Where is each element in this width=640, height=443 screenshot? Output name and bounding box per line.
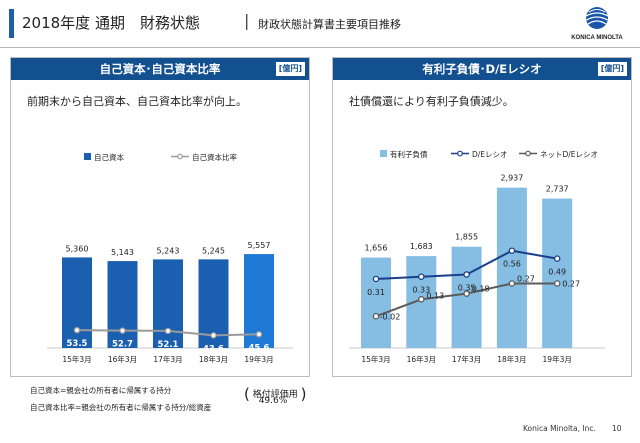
x-tick-label: 17年3月 <box>153 354 182 364</box>
konica-minolta-logo: KONICA MINOLTA <box>571 7 623 41</box>
de-ratio-label: 0.35 <box>458 283 476 292</box>
equity-bar <box>153 259 183 348</box>
debt-bar <box>542 198 573 348</box>
net-de-ratio-label: 0.27 <box>562 279 580 288</box>
de-ratio-point <box>463 271 470 278</box>
rating-note: ( 格付評価用 ) <box>244 385 307 403</box>
debt-bar-label: 1,855 <box>455 233 478 242</box>
equity-panel-header: 自己資本･自己資本比率 <box>11 58 309 80</box>
debt-bar <box>451 246 482 348</box>
net-de-ratio-point <box>508 280 516 287</box>
net-de-ratio-label: 0.18 <box>472 285 490 294</box>
legend-debt-label: 有利子負債 <box>390 149 428 159</box>
equity-bar-label: 5,360 <box>66 244 89 253</box>
equity-ratio-definition-note: 自己資本比率=親会社の所有者に帰属する持分/総資産 <box>30 403 212 412</box>
equity-ratio-label: 43.6 <box>203 344 224 354</box>
legend-equity-swatch <box>84 153 91 160</box>
logo-globe-icon <box>585 7 609 29</box>
equity-description: 前期末から自己資本、自己資本比率が向上。 <box>27 95 247 108</box>
equity-definition-note: 自己資本=親会社の所有者に帰属する持分 <box>30 386 172 395</box>
net-de-ratio-label: -0.02 <box>380 312 401 321</box>
debt-bar-label: 1,656 <box>365 244 388 253</box>
x-tick-label: 16年3月 <box>407 354 436 364</box>
equity-bar <box>62 257 92 348</box>
debt-bar-label: 1,683 <box>410 242 433 251</box>
net-de-ratio-point <box>418 296 425 303</box>
legend-net-de-marker <box>525 150 531 157</box>
equity-ratio-point <box>210 332 217 339</box>
de-ratio-point <box>553 255 561 262</box>
net-de-ratio-point <box>553 280 561 287</box>
de-ratio-label: 0.31 <box>367 288 385 297</box>
header-divider <box>0 47 640 48</box>
equity-bar <box>107 261 138 348</box>
equity-panel: 自己資本･自己資本比率 [億円] 前期末から自己資本、自己資本比率が向上。 自己… <box>10 57 310 377</box>
page-subtitle: 財政状態計算書主要項目推移 <box>258 18 401 31</box>
title-separator: | <box>244 11 250 30</box>
net-de-ratio-label: 0.27 <box>517 274 535 283</box>
debt-description: 社債償還により有利子負債減少。 <box>349 95 514 108</box>
x-tick-label: 18年3月 <box>199 354 228 364</box>
x-tick-label: 17年3月 <box>452 354 481 364</box>
equity-ratio-label: 52.1 <box>158 340 179 350</box>
footer-company: Konica Minolta, Inc. <box>523 424 596 433</box>
page-number: 10 <box>612 424 622 433</box>
equity-ratio-point <box>73 326 81 334</box>
de-ratio-point <box>372 275 380 283</box>
debt-chart: 有利子負債 D/Eレシオ ネットD/Eレシオ 1,656 15年3月 1,683 16年3月… <box>349 149 605 364</box>
equity-ratio-point <box>255 331 263 338</box>
x-tick-label: 19年3月 <box>244 354 273 364</box>
legend-debt-swatch <box>380 150 387 157</box>
page-title: 2018年度 通期 財務状態 <box>22 14 200 32</box>
legend-de-marker <box>457 150 463 157</box>
de-ratio-point <box>418 273 425 280</box>
net-de-ratio-point <box>372 313 380 320</box>
equity-unit-badge: [億円] <box>275 62 305 76</box>
equity-chart: 自己資本 自己資本比率 5,360 15年3月 5,143 16年3月 5,243 17年3月… <box>47 152 293 364</box>
equity-bar-label: 5,245 <box>202 246 225 255</box>
x-tick-label: 19年3月 <box>543 354 572 364</box>
equity-ratio-label: 52.7 <box>112 340 133 350</box>
rating-note-value: 49.6% <box>258 396 288 406</box>
equity-ratio-point <box>119 327 126 334</box>
rating-note-label: 格付評価用 <box>252 390 298 400</box>
equity-ratio-label: 45.6 <box>249 343 270 353</box>
equity-panel-title: 自己資本･自己資本比率 <box>99 62 221 76</box>
equity-bar-label: 5,557 <box>248 241 271 250</box>
equity-bar-label: 5,243 <box>157 246 180 255</box>
debt-bar <box>361 257 391 348</box>
debt-panel-header: 有利子負債･D/Eレシオ <box>333 58 631 80</box>
debt-unit-badge: [億円] <box>597 62 627 76</box>
x-tick-label: 15年3月 <box>361 354 390 364</box>
de-ratio-label: 0.33 <box>412 286 430 295</box>
x-tick-label: 16年3月 <box>108 354 137 364</box>
debt-bar <box>496 187 527 348</box>
legend-ratio-marker <box>177 153 183 160</box>
net-de-ratio-point <box>463 290 470 297</box>
legend-ratio-label: 自己資本比率 <box>192 152 237 162</box>
legend-de-label: D/Eレシオ <box>472 150 508 159</box>
equity-ratio-label: 53.5 <box>67 339 88 349</box>
debt-bar-label: 2,737 <box>546 185 569 194</box>
equity-ratio-point <box>164 327 172 335</box>
debt-panel: 有利子負債･D/Eレシオ [億円] 社債償還により有利子負債減少。 有利子負債 D… <box>332 57 632 377</box>
title-accent-bar <box>9 9 14 38</box>
de-ratio-label: 0.49 <box>548 268 566 277</box>
logo-text: KONICA MINOLTA <box>571 35 623 41</box>
equity-bar-label: 5,143 <box>111 248 134 257</box>
x-tick-label: 18年3月 <box>497 354 526 364</box>
de-ratio-point <box>508 247 516 254</box>
de-ratio-label: 0.56 <box>503 260 521 269</box>
net-de-ratio-label: 0.13 <box>426 291 444 300</box>
x-tick-label: 15年3月 <box>62 354 91 364</box>
legend-equity-label: 自己資本 <box>94 152 124 162</box>
debt-bar-label: 2,937 <box>500 174 523 183</box>
legend-net-de-label: ネットD/Eレシオ <box>540 150 598 159</box>
debt-panel-title: 有利子負債･D/Eレシオ <box>422 62 542 76</box>
